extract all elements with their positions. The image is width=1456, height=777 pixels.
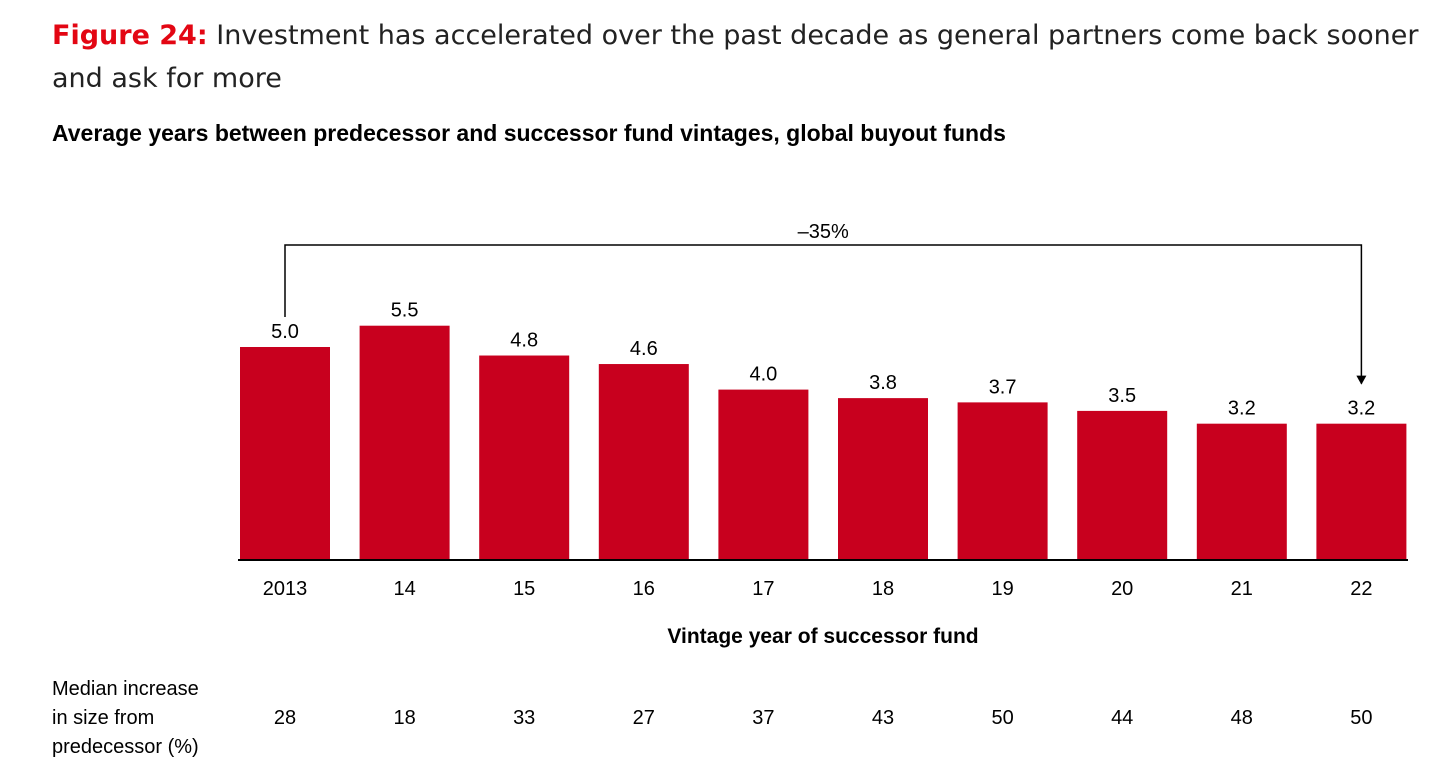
x-tick-labels: 2013 14 15 16 17 18 19 20 21 22 <box>263 578 1373 600</box>
value-label-15: 4.8 <box>510 330 538 352</box>
tick-label-18: 18 <box>872 578 894 600</box>
tick-label-19: 19 <box>991 578 1013 600</box>
bar-20 <box>1077 410 1168 560</box>
secondary-value-22: 50 <box>1350 707 1372 729</box>
bar-2013 <box>240 347 330 560</box>
secondary-row-label-line: predecessor (%) <box>52 736 199 758</box>
secondary-value-21: 48 <box>1231 707 1253 729</box>
bar-19 <box>957 402 1048 560</box>
secondary-value-19: 50 <box>991 707 1013 729</box>
tick-label-14: 14 <box>393 578 415 600</box>
bar-16 <box>598 364 689 560</box>
tick-label-16: 16 <box>633 578 655 600</box>
tick-label-20: 20 <box>1111 578 1133 600</box>
figure-caption: Investment has accelerated over the past… <box>52 20 1419 94</box>
change-annotation: –35% <box>284 221 1367 385</box>
chart-title: Average years between predecessor and su… <box>52 120 1006 146</box>
value-label-19: 3.7 <box>989 376 1017 398</box>
secondary-value-16: 27 <box>633 707 655 729</box>
value-label-22: 3.2 <box>1347 398 1375 420</box>
tick-label-15: 15 <box>513 578 535 600</box>
x-axis-label: Vintage year of successor fund <box>667 625 978 648</box>
secondary-row-values: 28 18 33 27 37 43 50 44 48 50 <box>274 707 1373 729</box>
figure-label: Figure 24: <box>52 20 208 51</box>
figure-heading: Figure 24: Investment has accelerated ov… <box>52 14 1442 100</box>
value-label-17: 4.0 <box>749 364 777 386</box>
bars <box>240 325 1407 560</box>
bar-15 <box>479 355 570 560</box>
tick-label-22: 22 <box>1350 578 1372 600</box>
tick-label-2013: 2013 <box>263 578 308 600</box>
value-label-18: 3.8 <box>869 372 897 394</box>
bar-22 <box>1316 423 1407 560</box>
bar-17 <box>718 389 809 560</box>
secondary-row-label-line: Median increase <box>52 678 199 700</box>
value-label-21: 3.2 <box>1228 398 1256 420</box>
value-label-14: 5.5 <box>391 300 419 322</box>
secondary-value-18: 43 <box>872 707 894 729</box>
change-bracket <box>284 244 1367 385</box>
bar-14 <box>359 325 450 560</box>
secondary-value-14: 18 <box>393 707 415 729</box>
value-label-20: 3.5 <box>1108 385 1136 407</box>
change-label: –35% <box>798 221 849 243</box>
value-label-16: 4.6 <box>630 338 658 360</box>
value-label-2013: 5.0 <box>271 321 299 343</box>
secondary-value-17: 37 <box>752 707 774 729</box>
secondary-value-15: 33 <box>513 707 535 729</box>
secondary-row-label-line: in size from <box>52 707 154 729</box>
secondary-value-2013: 28 <box>274 707 296 729</box>
secondary-value-20: 44 <box>1111 707 1133 729</box>
secondary-row-label: Median increase in size from predecessor (… <box>52 678 199 758</box>
tick-label-17: 17 <box>752 578 774 600</box>
bar-21 <box>1196 423 1287 560</box>
bar-18 <box>838 398 928 560</box>
tick-label-21: 21 <box>1231 578 1253 600</box>
value-labels: 5.0 5.5 4.8 4.6 4.0 3.8 3.7 3.5 3.2 3.2 <box>271 300 1375 420</box>
